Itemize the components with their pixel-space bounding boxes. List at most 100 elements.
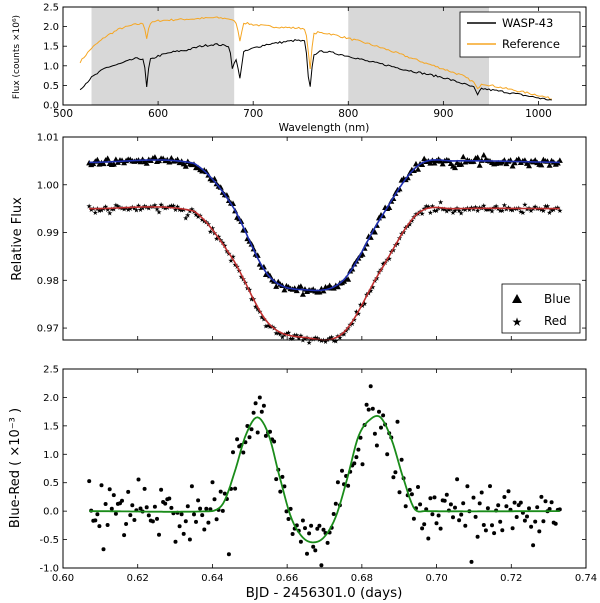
difference-data-point [183, 519, 188, 524]
red-data-point: ★ [174, 203, 180, 211]
red-data-point: ★ [193, 211, 199, 219]
difference-data-point [428, 496, 433, 501]
difference-data-point [422, 522, 427, 527]
difference-data-point [533, 519, 538, 524]
red-data-point: ★ [431, 207, 437, 215]
difference-data-point [321, 527, 326, 532]
model-line-blue [89, 159, 560, 292]
x-tick-label: 500 [53, 108, 73, 120]
spectra-series [79, 16, 552, 101]
difference-data-point [105, 523, 110, 527]
y-tick-label: 0.97 [37, 324, 59, 335]
difference-data-point [512, 500, 517, 505]
difference-data-point [152, 504, 157, 509]
difference-data-point [374, 443, 379, 448]
red-data-point: ★ [435, 204, 441, 212]
red-data-point: ★ [423, 202, 429, 210]
red-data-point: ★ [407, 221, 413, 229]
red-data-point: ★ [540, 207, 546, 215]
difference-data-point [196, 498, 201, 503]
difference-data-point [257, 395, 262, 400]
legend-label-reference: Reference [502, 37, 560, 51]
blue-data-point [267, 272, 274, 279]
red-data-point: ★ [538, 206, 544, 214]
red-data-point: ★ [501, 201, 507, 209]
difference-data-point [504, 504, 509, 509]
difference-data-point [358, 435, 363, 440]
difference-data-point [527, 506, 531, 511]
difference-data-point [142, 486, 147, 491]
difference-data-point [451, 515, 455, 520]
difference-data-point [541, 519, 546, 524]
x-tick-label: 0.62 [127, 573, 149, 584]
difference-data-point [483, 528, 488, 533]
red-data-point: ★ [263, 322, 269, 330]
blue-data-point [293, 287, 300, 294]
difference-data-point [290, 532, 295, 536]
red-data-point: ★ [253, 303, 259, 311]
difference-data-point [346, 483, 351, 488]
difference-data-point [309, 523, 314, 528]
blue-data-point [100, 160, 107, 167]
red-data-point: ★ [88, 206, 94, 214]
difference-data-point [179, 512, 184, 517]
difference-data-point [235, 437, 240, 442]
red-data-point: ★ [179, 207, 185, 215]
red-data-point: ★ [390, 246, 396, 254]
red-data-point: ★ [481, 202, 487, 210]
difference-data-point [522, 518, 527, 523]
difference-data-point [132, 518, 137, 522]
difference-data-point [144, 505, 149, 510]
difference-data-point [189, 484, 194, 489]
lightcurve-models [89, 159, 560, 341]
red-data-point: ★ [544, 202, 550, 210]
difference-data-point [352, 461, 357, 466]
red-data-point: ★ [359, 302, 365, 310]
difference-data-point [354, 455, 359, 460]
lightcurve-ticks: 0.97 0.98 0.99 1.00 1.01 [37, 133, 587, 340]
red-data-point: ★ [497, 207, 503, 215]
difference-model [89, 414, 560, 544]
x-tick-label: 0.66 [276, 573, 298, 584]
difference-data-point [214, 517, 219, 522]
red-data-point: ★ [105, 206, 111, 214]
difference-data-point [506, 489, 511, 494]
difference-data-point [457, 518, 462, 523]
difference-data-point [200, 513, 205, 518]
red-data-point: ★ [207, 228, 213, 236]
red-data-point: ★ [472, 203, 478, 211]
spectra-panel: 500 600 700 800 900 1000 0.0 0.5 1.0 1.5 2.0 2.5 Wa… [12, 3, 587, 134]
difference-data-point [502, 495, 507, 499]
difference-data-point [249, 427, 254, 432]
red-data-point: ★ [228, 257, 234, 265]
difference-data-point [303, 526, 307, 531]
y-tick-label: 0.0 [43, 101, 59, 112]
red-data-point: ★ [267, 323, 273, 331]
y-tick-label: -1.0 [39, 564, 59, 575]
difference-data-point [525, 514, 529, 519]
difference-data-point [253, 401, 258, 406]
red-data-point: ★ [456, 207, 462, 215]
red-data-point: ★ [189, 205, 195, 213]
x-tick-label: 800 [338, 108, 358, 120]
difference-data-point [453, 505, 457, 510]
red-data-point: ★ [125, 206, 131, 214]
difference-data-point [126, 489, 131, 494]
y-tick-label: -0.5 [39, 535, 59, 546]
difference-data-point [305, 551, 309, 556]
red-data-point: ★ [489, 208, 495, 216]
blue-data-point [112, 156, 119, 162]
difference-data-point [381, 413, 386, 418]
difference-data-point [198, 506, 203, 511]
difference-data-point [325, 540, 330, 545]
red-data-point: ★ [546, 209, 552, 217]
difference-data-point [366, 407, 371, 412]
red-data-point: ★ [361, 300, 367, 308]
blue-data-point [546, 162, 553, 168]
red-data-point: ★ [187, 208, 193, 216]
difference-data-point [448, 502, 453, 507]
difference-data-point [393, 470, 398, 475]
legend-marker-blue [512, 294, 522, 303]
red-data-point: ★ [440, 205, 446, 213]
